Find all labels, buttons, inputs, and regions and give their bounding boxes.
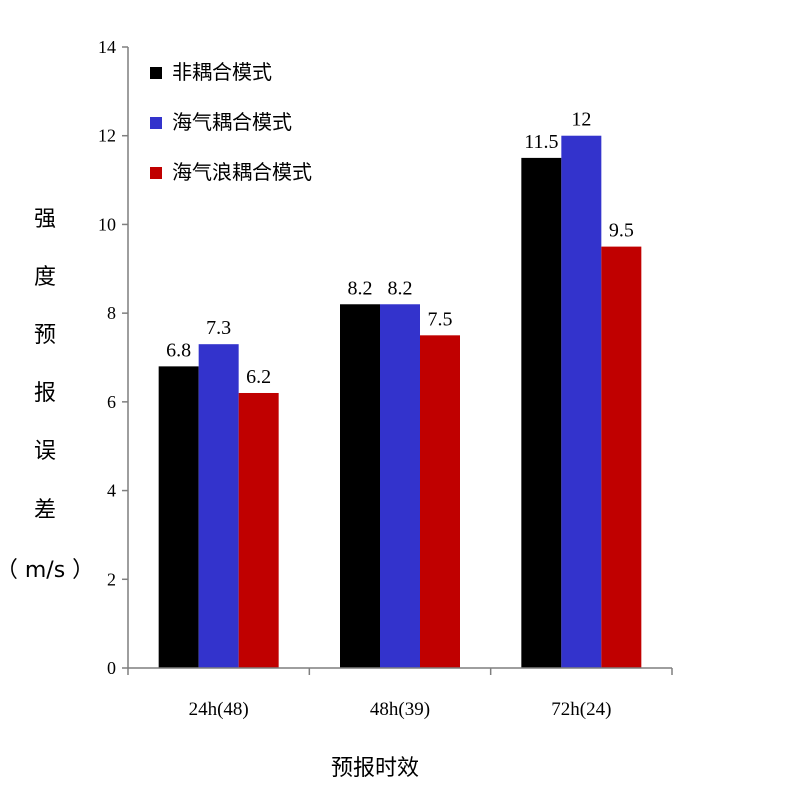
y-axis-label-line: 度 (34, 265, 56, 290)
y-tick-label: 12 (98, 126, 116, 146)
y-axis-label-line: （ m/s ） (0, 558, 94, 583)
bar (340, 304, 380, 668)
y-tick-label: 0 (107, 658, 116, 678)
bars-group (158, 135, 642, 668)
bar (158, 366, 199, 668)
y-axis-label-line: 预 (34, 323, 56, 348)
y-axis-ticks: 0 2 4 6 8 10 12 14 (98, 37, 128, 678)
legend-label: 海气浪耦合模式 (172, 160, 312, 184)
legend-swatch (150, 67, 162, 79)
bar (420, 335, 460, 668)
bar (601, 246, 642, 668)
data-label: 11.5 (524, 131, 558, 153)
bar (521, 157, 562, 668)
y-axis-label-line: 强 (34, 207, 56, 232)
bar (561, 135, 602, 668)
y-tick-label: 14 (98, 37, 116, 57)
data-label: 8.2 (388, 277, 413, 299)
x-axis-ticks: 24h(48) 48h(39) 72h(24) (127, 668, 673, 720)
y-tick-label: 8 (107, 303, 116, 323)
y-tick-label: 6 (107, 392, 116, 412)
bar (198, 344, 239, 668)
x-tick-label: 48h(39) (370, 699, 430, 720)
legend-swatch (150, 117, 162, 129)
bar (380, 304, 420, 668)
data-label: 12 (571, 109, 591, 131)
x-axis-label: 预报时效 (331, 756, 419, 781)
data-label: 6.8 (166, 339, 191, 361)
y-axis-label-line: 差 (34, 498, 56, 523)
data-label: 7.5 (428, 308, 453, 330)
y-axis-label-line: 误 (34, 439, 56, 464)
data-labels-group: 6.8 7.3 6.2 8.2 8.2 7.5 11.5 12 9.5 (166, 109, 634, 388)
data-label: 6.2 (246, 366, 271, 388)
data-label: 7.3 (206, 317, 231, 339)
legend-label: 非耦合模式 (172, 60, 272, 84)
legend-label: 海气耦合模式 (172, 110, 292, 134)
y-tick-label: 10 (98, 214, 116, 234)
x-tick-label: 72h(24) (551, 699, 611, 720)
y-tick-label: 2 (107, 569, 116, 589)
data-label: 8.2 (348, 277, 373, 299)
x-tick-label: 24h(48) (189, 699, 249, 720)
legend-swatch (150, 167, 162, 179)
y-axis-label-line: 报 (34, 381, 56, 406)
bar (238, 392, 279, 668)
data-label: 9.5 (609, 220, 634, 242)
y-tick-label: 4 (107, 481, 116, 501)
